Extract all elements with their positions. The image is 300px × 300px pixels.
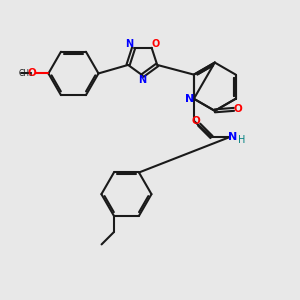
Text: H: H [238,135,246,145]
Text: N: N [125,39,134,49]
Text: N: N [228,132,237,142]
Text: O: O [233,104,242,114]
Text: N: N [139,75,147,85]
Text: N: N [184,94,194,104]
Text: O: O [191,116,200,126]
Text: CH₃: CH₃ [18,69,32,78]
Text: O: O [151,39,159,49]
Text: O: O [28,68,36,78]
